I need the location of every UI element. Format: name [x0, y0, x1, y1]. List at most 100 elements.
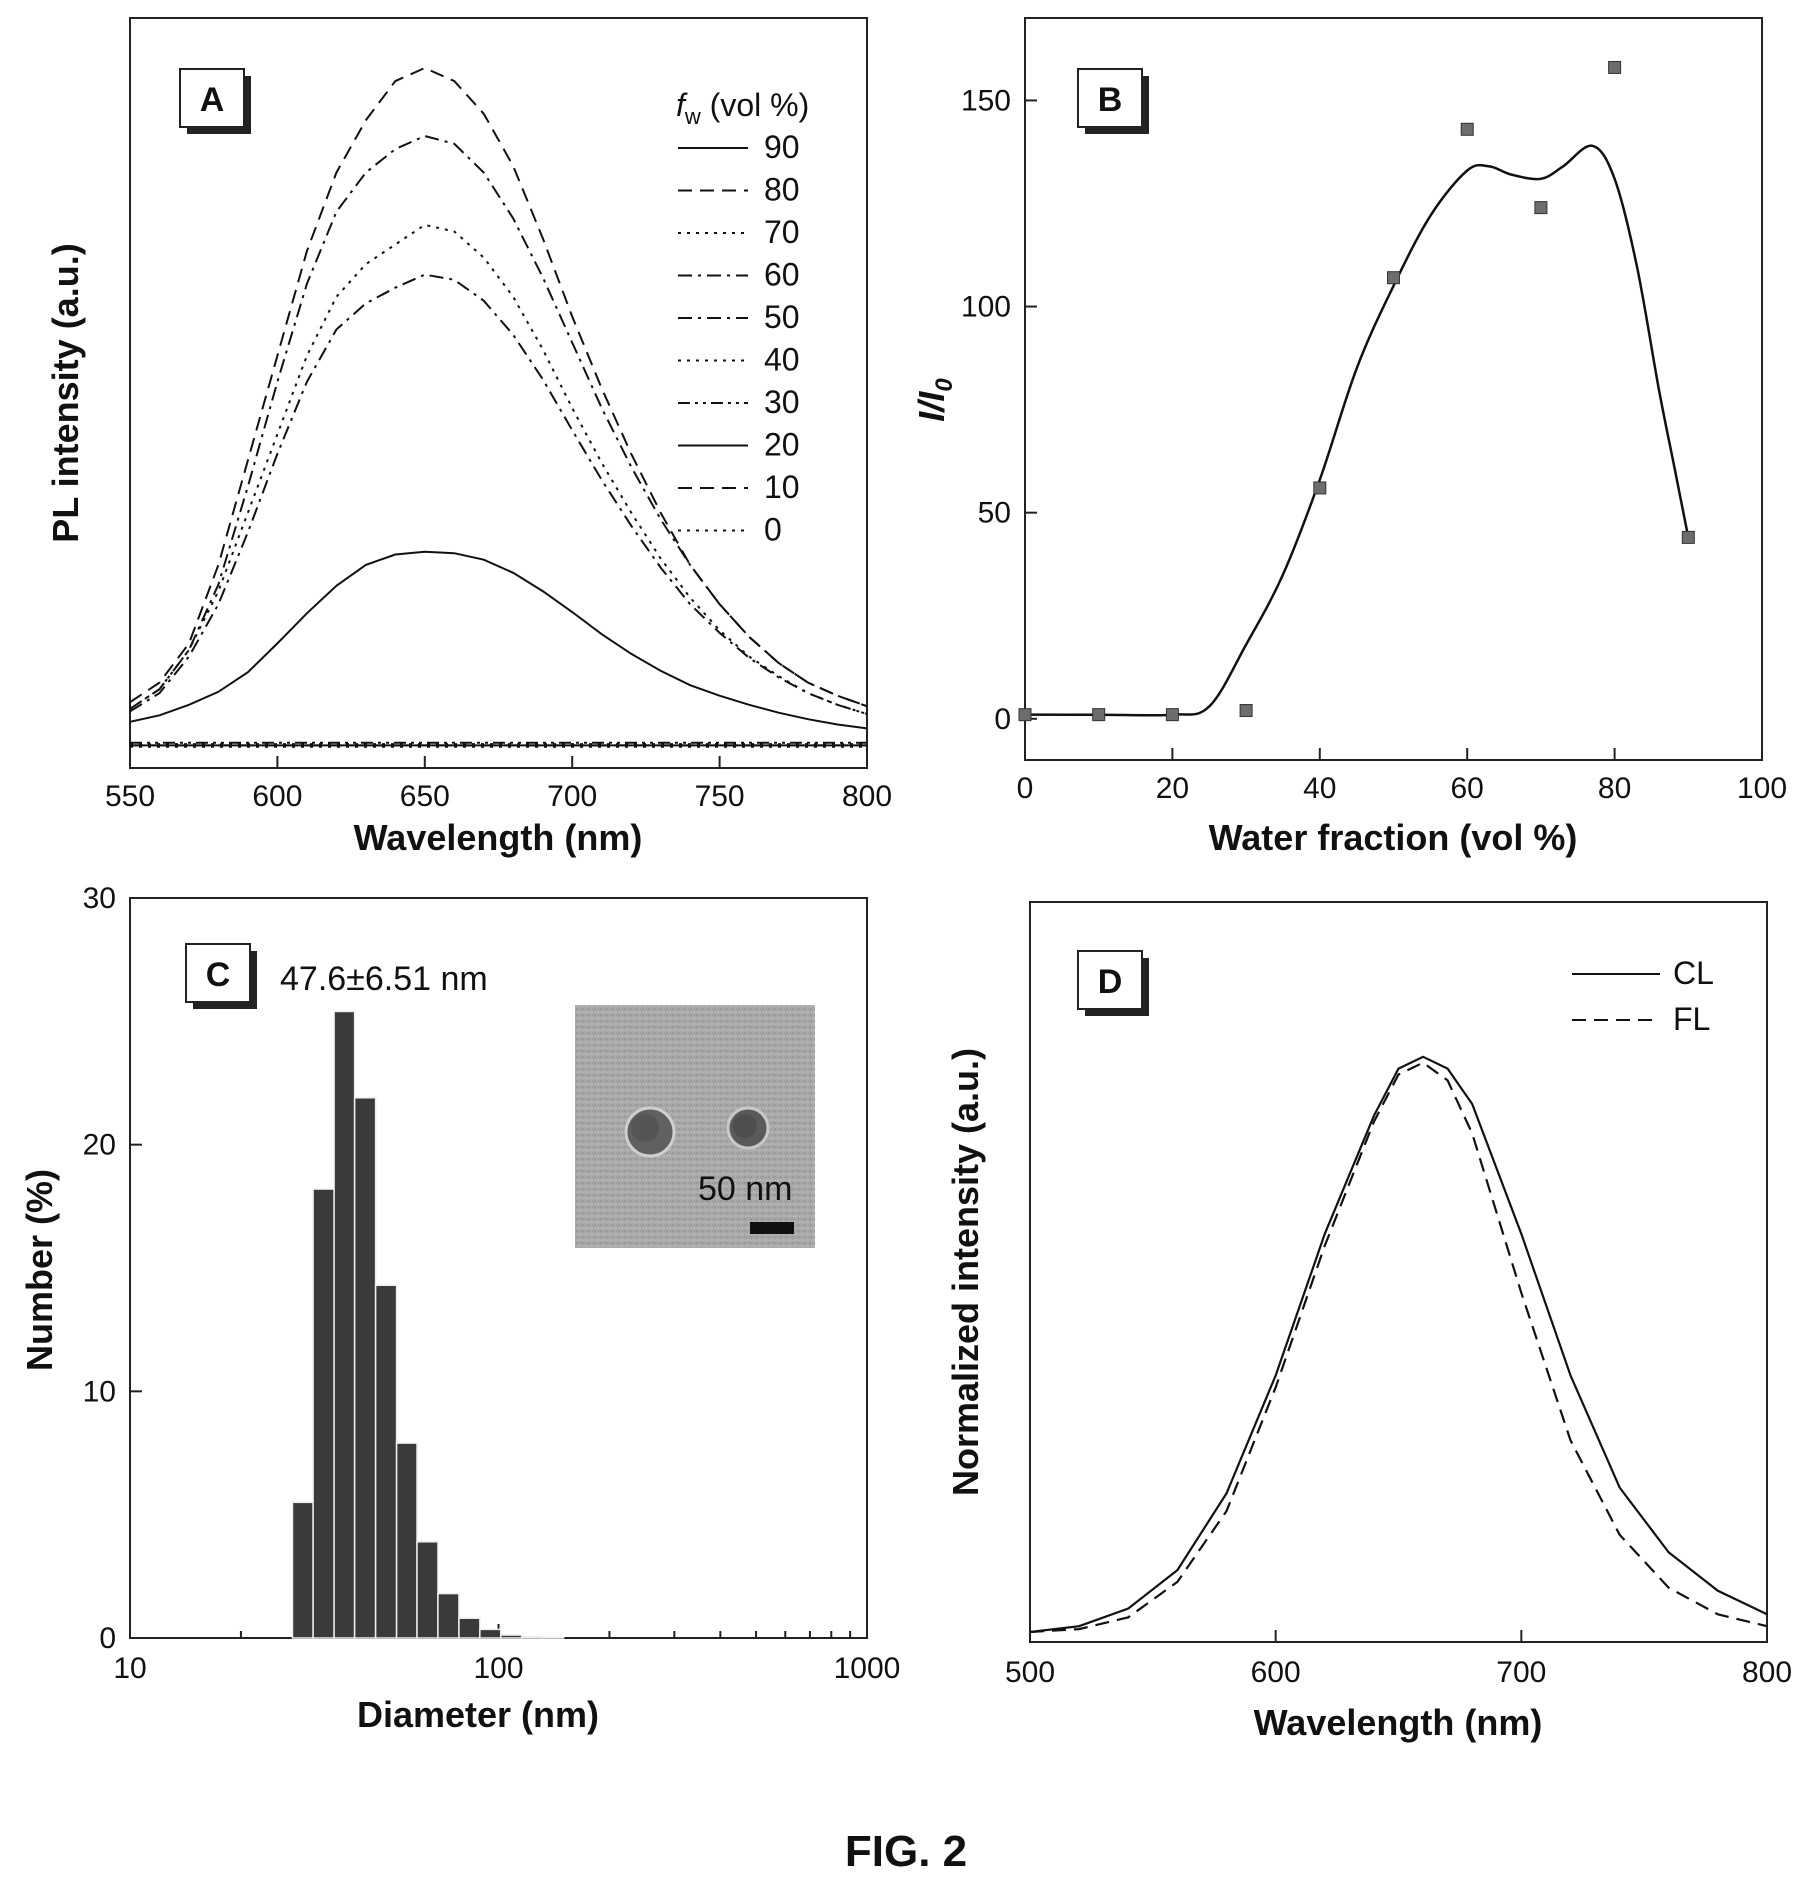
- panel-b-x-tick-label: 40: [1303, 772, 1336, 805]
- panel-d-x-ticks: 500 600 700 800: [1005, 1630, 1792, 1689]
- panel-b-point: [1534, 201, 1548, 215]
- panel-c-bar: [353, 1097, 377, 1639]
- panel-a-x-ticks: 550 600 650 700 750 800: [105, 756, 892, 813]
- panel-c-x-tick-label: 100: [473, 1652, 523, 1685]
- panel-b-point: [1313, 481, 1327, 495]
- panel-a-plot-frame: [129, 17, 868, 769]
- panel-c-bar: [437, 1592, 460, 1639]
- panel-b-axis-ticks: 0 20 40 60 80 100 0 50 100 150: [961, 84, 1787, 805]
- panel-d-x-tick-label: 700: [1496, 1656, 1546, 1689]
- panel-a-legend: fw (vol %) 90 80 70 60 50 40 30 20 10 0: [676, 87, 809, 548]
- panel-a-x-tick-label: 700: [547, 780, 597, 813]
- panel-c-bar: [416, 1541, 439, 1639]
- panel-b-x-tick-label: 60: [1451, 772, 1484, 805]
- panel-a-legend-label-20: 20: [764, 427, 800, 463]
- panel-d-x-tick-label: 500: [1005, 1656, 1055, 1689]
- panel-d-series-CL: [1029, 1055, 1768, 1634]
- panel-c-histogram-bars: [291, 1010, 565, 1639]
- panel-c-bar: [479, 1628, 502, 1639]
- panel-c-bar: [291, 1501, 314, 1639]
- panel-a-series-50: [129, 273, 868, 715]
- panel-b-y-axis-label: I/I0: [911, 378, 958, 422]
- panel-c-x-tick-label: 10: [113, 1652, 146, 1685]
- panel-a-x-tick-label: 650: [400, 780, 450, 813]
- panel-b-x-tick-label: 80: [1598, 772, 1631, 805]
- panel-b-data-points: [1018, 60, 1695, 722]
- panel-c-bar: [499, 1634, 523, 1639]
- panel-d-x-tick-label: 800: [1742, 1656, 1792, 1689]
- panel-c-x-axis-label: Diameter (nm): [357, 1694, 599, 1735]
- panel-b-y-tick-label: 0: [994, 703, 1011, 736]
- panel-a-x-tick-label: 550: [105, 780, 155, 813]
- panel-b-y-tick-label: 100: [961, 291, 1011, 324]
- inset-scale-bar: [750, 1222, 794, 1234]
- panel-b-y-tick-label: 50: [978, 497, 1011, 530]
- panel-d-legend-label-CL: CL: [1673, 955, 1714, 991]
- panel-d-plot-frame: [1029, 901, 1768, 1643]
- panel-b-fit-curve: [1024, 144, 1690, 717]
- panel-a-legend-label-80: 80: [764, 172, 800, 208]
- panel-b-point: [1092, 708, 1106, 722]
- panel-a-x-tick-label: 750: [695, 780, 745, 813]
- panel-b-x-tick-label: 0: [1017, 772, 1034, 805]
- panel-a-series-60: [129, 134, 868, 710]
- svg-text:A: A: [200, 81, 225, 119]
- panel-d-legend-label-FL: FL: [1673, 1001, 1710, 1037]
- panel-b-y-tick-label: 150: [961, 84, 1011, 117]
- panel-b-point: [1387, 271, 1400, 285]
- svg-text:D: D: [1098, 963, 1123, 1001]
- svg-text:C: C: [206, 956, 231, 994]
- panel-a-legend-label-40: 40: [764, 342, 800, 378]
- panel-b-x-axis-label: Water fraction (vol %): [1209, 817, 1578, 858]
- panel-b-x-tick-label: 20: [1156, 772, 1189, 805]
- panel-b-badge: B: [1077, 68, 1149, 134]
- panel-c-bar: [520, 1636, 544, 1639]
- panel-a-legend-title: fw (vol %): [676, 87, 809, 129]
- panel-c-y-tick-label: 10: [83, 1375, 116, 1408]
- panel-d-series-FL: [1029, 1061, 1768, 1634]
- panel-a-y-axis-label: PL intensity (a.u.): [45, 243, 86, 542]
- panel-c-badge: C: [185, 943, 257, 1009]
- panel-c-size-annotation: 47.6±6.51 nm: [280, 960, 488, 998]
- panel-c-y-axis-label: Number (%): [19, 1169, 60, 1371]
- inset-scale-label: 50 nm: [698, 1170, 793, 1208]
- panel-a-x-tick-label: 600: [252, 780, 302, 813]
- panel-a-legend-label-90: 90: [764, 129, 800, 165]
- panel-b-x-tick-label: 100: [1737, 772, 1787, 805]
- panel-a-series-90: [129, 550, 868, 730]
- panel-c-bar: [395, 1442, 418, 1639]
- panel-d: 500 600 700 800 Wavelength (nm) Normalized …: [945, 901, 1792, 1743]
- panel-c-bar: [312, 1188, 335, 1639]
- panel-d-x-tick-label: 600: [1251, 1656, 1301, 1689]
- panel-a-series-70: [129, 223, 868, 715]
- panel-c-y-tick-label: 30: [83, 882, 116, 915]
- panel-b-point: [1239, 704, 1253, 718]
- panel-d-y-axis-label: Normalized intensity (a.u.): [945, 1048, 986, 1496]
- panel-c-bar: [333, 1010, 356, 1639]
- panel-b-plot-frame: [1024, 17, 1763, 761]
- panel-b-point: [1460, 122, 1474, 136]
- panel-a-x-tick-label: 800: [842, 780, 892, 813]
- panel-a-badge: A: [179, 68, 251, 134]
- panel-c-tem-inset: 50 nm: [575, 1005, 815, 1248]
- panel-a-series-80: [129, 66, 868, 708]
- panel-c-y-tick-label: 20: [83, 1129, 116, 1162]
- panel-a-x-axis-label: Wavelength (nm): [354, 817, 643, 858]
- panel-d-x-axis-label: Wavelength (nm): [1254, 1702, 1543, 1743]
- panel-b: 0 20 40 60 80 100 0 50 100 150 Water fraction (vo…: [911, 17, 1787, 858]
- panel-a-legend-label-0: 0: [764, 512, 782, 548]
- panel-a-curves: [129, 66, 868, 748]
- panel-a-legend-label-50: 50: [764, 299, 800, 335]
- panel-a-legend-label-60: 60: [764, 257, 800, 293]
- svg-text:B: B: [1098, 81, 1123, 119]
- panel-b-point: [1018, 708, 1032, 722]
- panel-c-bar: [374, 1284, 398, 1639]
- panel-d-curves: [1029, 1055, 1768, 1634]
- panel-b-point: [1681, 530, 1695, 544]
- panel-d-legend: CL FL: [1572, 955, 1714, 1037]
- panel-a-legend-label-10: 10: [764, 469, 800, 505]
- panel-b-point: [1608, 60, 1622, 74]
- panel-c-y-tick-label: 0: [99, 1622, 116, 1655]
